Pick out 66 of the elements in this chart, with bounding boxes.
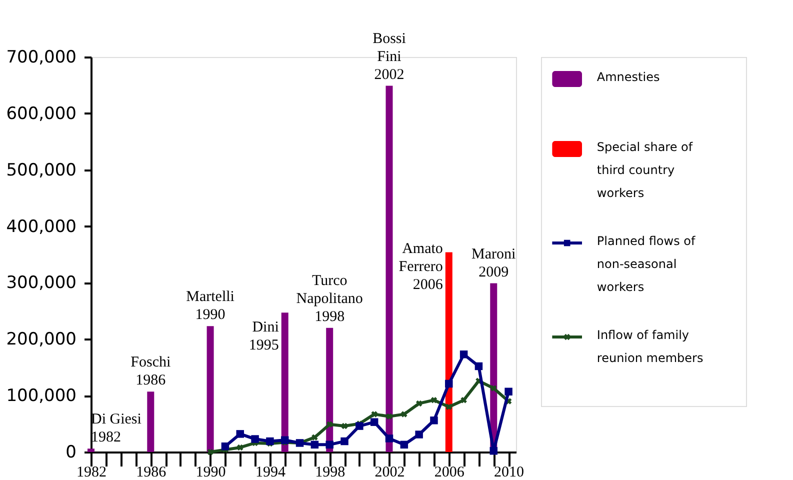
point [370,418,378,426]
point [430,396,438,404]
legend-label: Special share of third country workers [596,140,694,200]
point [460,396,467,404]
point [490,447,498,455]
point [341,422,348,430]
annotation: Foschi 1986 [130,354,171,389]
y-tick-label: 200,000 [6,330,76,350]
point [415,430,423,438]
bar [445,252,452,452]
bar [88,448,94,452]
legend-label: Planned flows of non-seasonal workers [596,234,696,294]
point [326,440,334,449]
y-tick-label: 0 [66,442,76,462]
annotation: Turco Napolitano 1998 [296,272,363,325]
point [371,411,378,418]
y-tick-label: 300,000 [6,273,76,294]
point [401,411,408,418]
point [251,435,259,443]
x-tick-label: 2002 [374,464,405,480]
y-tick-label: 100,000 [6,386,76,406]
annotation: Martelli 1990 [186,289,234,324]
annotation: Di Giesi 1982 [91,412,142,446]
point [385,434,394,442]
legend-label: Inflow of family reunion members [596,328,704,365]
x-tick-label: 1998 [315,464,346,480]
bar [386,86,393,452]
point [221,442,230,450]
y-tick-label: 400,000 [6,216,76,237]
point [236,444,244,451]
point [386,413,392,420]
point [416,400,422,407]
x-tick-label: 2006 [434,464,465,480]
annotation: Bossi Fini 2002 [372,30,406,83]
bar [206,326,214,452]
legend-label: Amnesties [596,70,660,84]
x-tick-label: 1986 [136,464,167,480]
point [310,440,319,449]
point [356,422,364,430]
point [326,421,333,428]
annotation: Dini 1995 [248,320,279,354]
point [430,416,438,424]
point [445,380,453,388]
x-tick-label: 1982 [76,464,106,480]
x-tick-label: 1990 [196,464,226,480]
point [266,437,274,446]
x-tick-label: 2010 [494,464,524,480]
point [312,434,318,440]
bar [147,392,154,452]
point [207,448,214,456]
annotation: Amato Ferrero 2006 [398,241,444,294]
point [400,440,408,449]
y-tick-label: 600,000 [6,104,76,124]
point [340,437,348,446]
annotation: Maroni 2009 [472,246,516,280]
point [504,388,512,396]
y-tick-label: 500,000 [6,160,76,180]
y-tick-label: 700,000 [6,48,76,68]
point [460,350,468,358]
x-tick-label: 1994 [255,464,286,480]
point [490,385,497,392]
point [474,362,483,370]
point [236,430,244,438]
point [280,436,289,444]
point [446,404,452,410]
bar [281,312,288,452]
